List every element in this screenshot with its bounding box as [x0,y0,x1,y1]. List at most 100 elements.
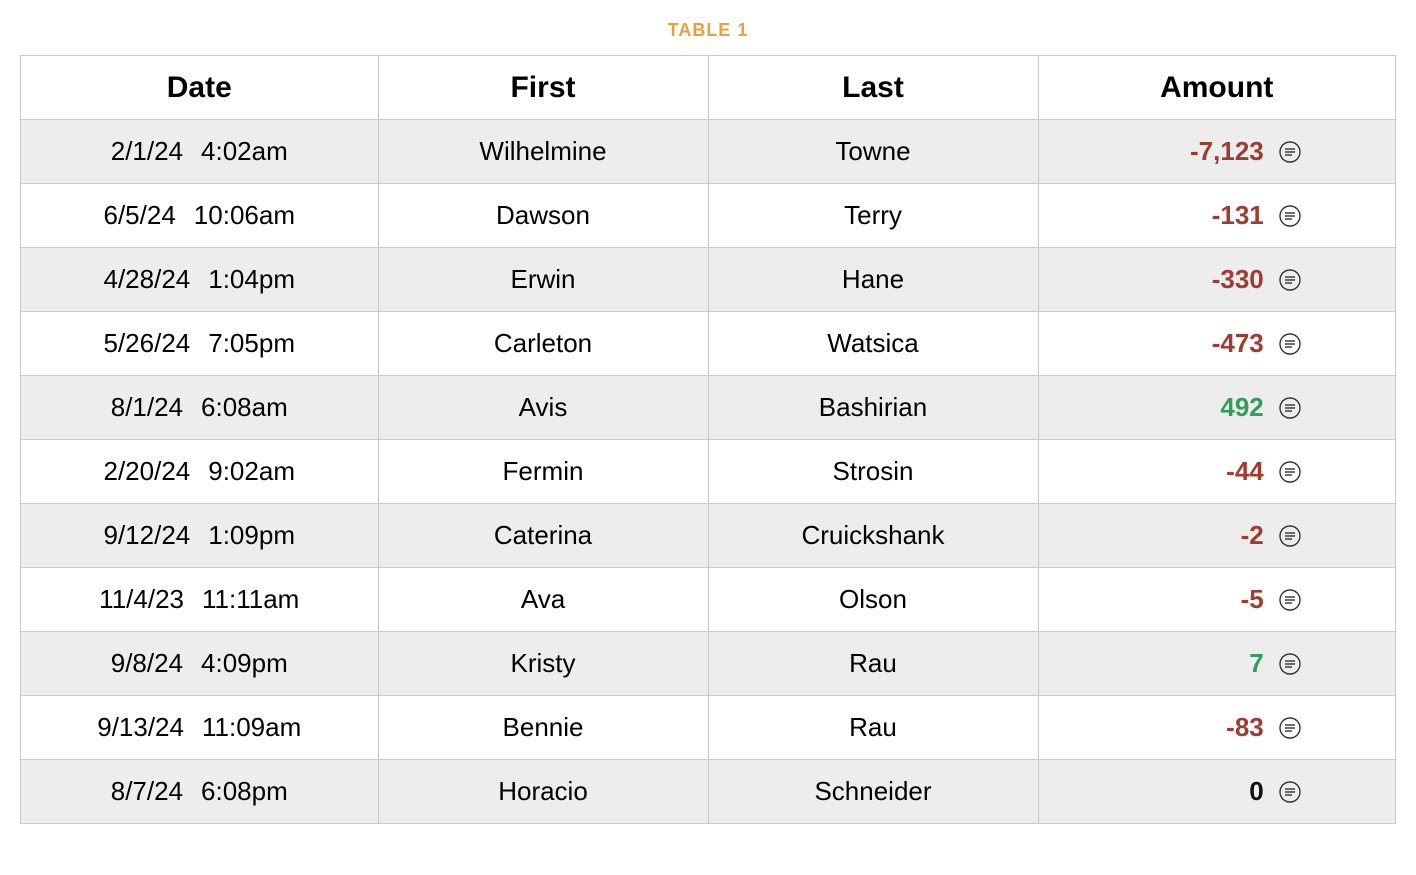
table-row[interactable]: 6/5/2410:06amDawsonTerry-131 [21,184,1396,248]
data-table: Date First Last Amount 2/1/24 4:02am Wilhe… [20,55,1396,824]
header-amount[interactable]: Amount [1038,56,1396,120]
table-row[interactable]: 2/20/249:02amFerminStrosin -44 [21,440,1396,504]
detail-icon[interactable] [1278,460,1302,484]
table-body: 2/1/244:02amWilhelmineTowne-7,1236/5/241… [21,120,1396,824]
cell-amount: 7 [1038,632,1396,696]
time-value: 9:02am [208,456,295,487]
cell-first: Kristy [378,632,708,696]
cell-last: Olson [708,568,1038,632]
cell-last: Strosin [708,440,1038,504]
cell-date: 8/7/24 6:08pm [21,760,379,824]
detail-icon[interactable] [1278,652,1302,676]
cell-amount: 492 [1038,376,1396,440]
table-header: Date First Last Amount [21,56,1396,120]
table-row[interactable]: 2/1/244:02amWilhelmineTowne-7,123 [21,120,1396,184]
table-row[interactable]: 9/8/24 4:09pm KristyRau 7 [21,632,1396,696]
detail-icon[interactable] [1278,396,1302,420]
cell-amount: 0 [1038,760,1396,824]
date-value: 2/1/24 [111,136,183,167]
detail-icon[interactable] [1278,524,1302,548]
amount-value: -5 [1164,584,1264,615]
cell-amount: -2 [1038,504,1396,568]
detail-icon[interactable] [1278,780,1302,804]
cell-amount: -83 [1038,696,1396,760]
date-value: 8/7/24 [111,776,183,807]
cell-first: Horacio [378,760,708,824]
detail-icon[interactable] [1278,268,1302,292]
cell-first: Carleton [378,312,708,376]
cell-amount: -7,123 [1038,120,1396,184]
time-value: 6:08pm [201,776,288,807]
date-value: 5/26/24 [104,328,191,359]
cell-date: 6/5/24 10:06am [21,184,379,248]
time-value: 1:04pm [208,264,295,295]
table-row[interactable]: 11/4/23 11:11am AvaOlson -5 [21,568,1396,632]
cell-last: Watsica [708,312,1038,376]
time-value: 4:09pm [201,648,288,679]
cell-amount: -44 [1038,440,1396,504]
detail-icon[interactable] [1278,716,1302,740]
cell-last: Rau [708,632,1038,696]
time-value: 11:11am [202,584,299,615]
amount-value: 0 [1164,776,1264,807]
cell-first: Erwin [378,248,708,312]
cell-date: 11/4/23 11:11am [21,568,379,632]
cell-first: Ava [378,568,708,632]
cell-amount: -473 [1038,312,1396,376]
cell-date: 2/1/24 4:02am [21,120,379,184]
header-date[interactable]: Date [21,56,379,120]
amount-value: -83 [1164,712,1264,743]
cell-last: Terry [708,184,1038,248]
date-value: 9/13/24 [97,712,184,743]
table-row[interactable]: 9/13/24 11:09am BennieRau -83 [21,696,1396,760]
detail-icon[interactable] [1278,588,1302,612]
table-row[interactable]: 8/7/24 6:08pm HoracioSchneider 0 [21,760,1396,824]
cell-last: Schneider [708,760,1038,824]
cell-first: Wilhelmine [378,120,708,184]
time-value: 4:02am [201,136,288,167]
date-value: 9/8/24 [111,648,183,679]
cell-last: Bashirian [708,376,1038,440]
date-value: 4/28/24 [104,264,191,295]
time-value: 11:09am [202,712,301,743]
table-row[interactable]: 9/12/24 1:09pm CaterinaCruickshank -2 [21,504,1396,568]
amount-value: 7 [1164,648,1264,679]
cell-last: Rau [708,696,1038,760]
header-first[interactable]: First [378,56,708,120]
cell-first: Caterina [378,504,708,568]
amount-value: -2 [1164,520,1264,551]
cell-date: 8/1/246:08am [21,376,379,440]
table-row[interactable]: 8/1/246:08amAvisBashirian492 [21,376,1396,440]
amount-value: 492 [1164,392,1264,423]
detail-icon[interactable] [1278,204,1302,228]
cell-date: 9/8/24 4:09pm [21,632,379,696]
amount-value: -330 [1164,264,1264,295]
cell-last: Cruickshank [708,504,1038,568]
date-value: 6/5/24 [104,200,176,231]
table-title: TABLE 1 [20,20,1396,41]
detail-icon[interactable] [1278,332,1302,356]
date-value: 8/1/24 [111,392,183,423]
table-row[interactable]: 4/28/24 1:04pm ErwinHane -330 [21,248,1396,312]
cell-date: 9/12/24 1:09pm [21,504,379,568]
cell-amount: -330 [1038,248,1396,312]
cell-first: Dawson [378,184,708,248]
cell-last: Hane [708,248,1038,312]
amount-value: -44 [1164,456,1264,487]
cell-date: 2/20/249:02am [21,440,379,504]
table-row[interactable]: 5/26/24 7:05pm CarletonWatsica -473 [21,312,1396,376]
amount-value: -473 [1164,328,1264,359]
date-value: 11/4/23 [99,584,184,615]
header-last[interactable]: Last [708,56,1038,120]
time-value: 1:09pm [208,520,295,551]
header-row: Date First Last Amount [21,56,1396,120]
cell-first: Bennie [378,696,708,760]
cell-date: 9/13/24 11:09am [21,696,379,760]
time-value: 10:06am [194,200,295,231]
amount-value: -7,123 [1164,136,1264,167]
detail-icon[interactable] [1278,140,1302,164]
time-value: 7:05pm [208,328,295,359]
date-value: 9/12/24 [104,520,191,551]
cell-first: Fermin [378,440,708,504]
table-container: TABLE 1 Date First Last Amount 2/1/24 4:0… [20,20,1396,824]
